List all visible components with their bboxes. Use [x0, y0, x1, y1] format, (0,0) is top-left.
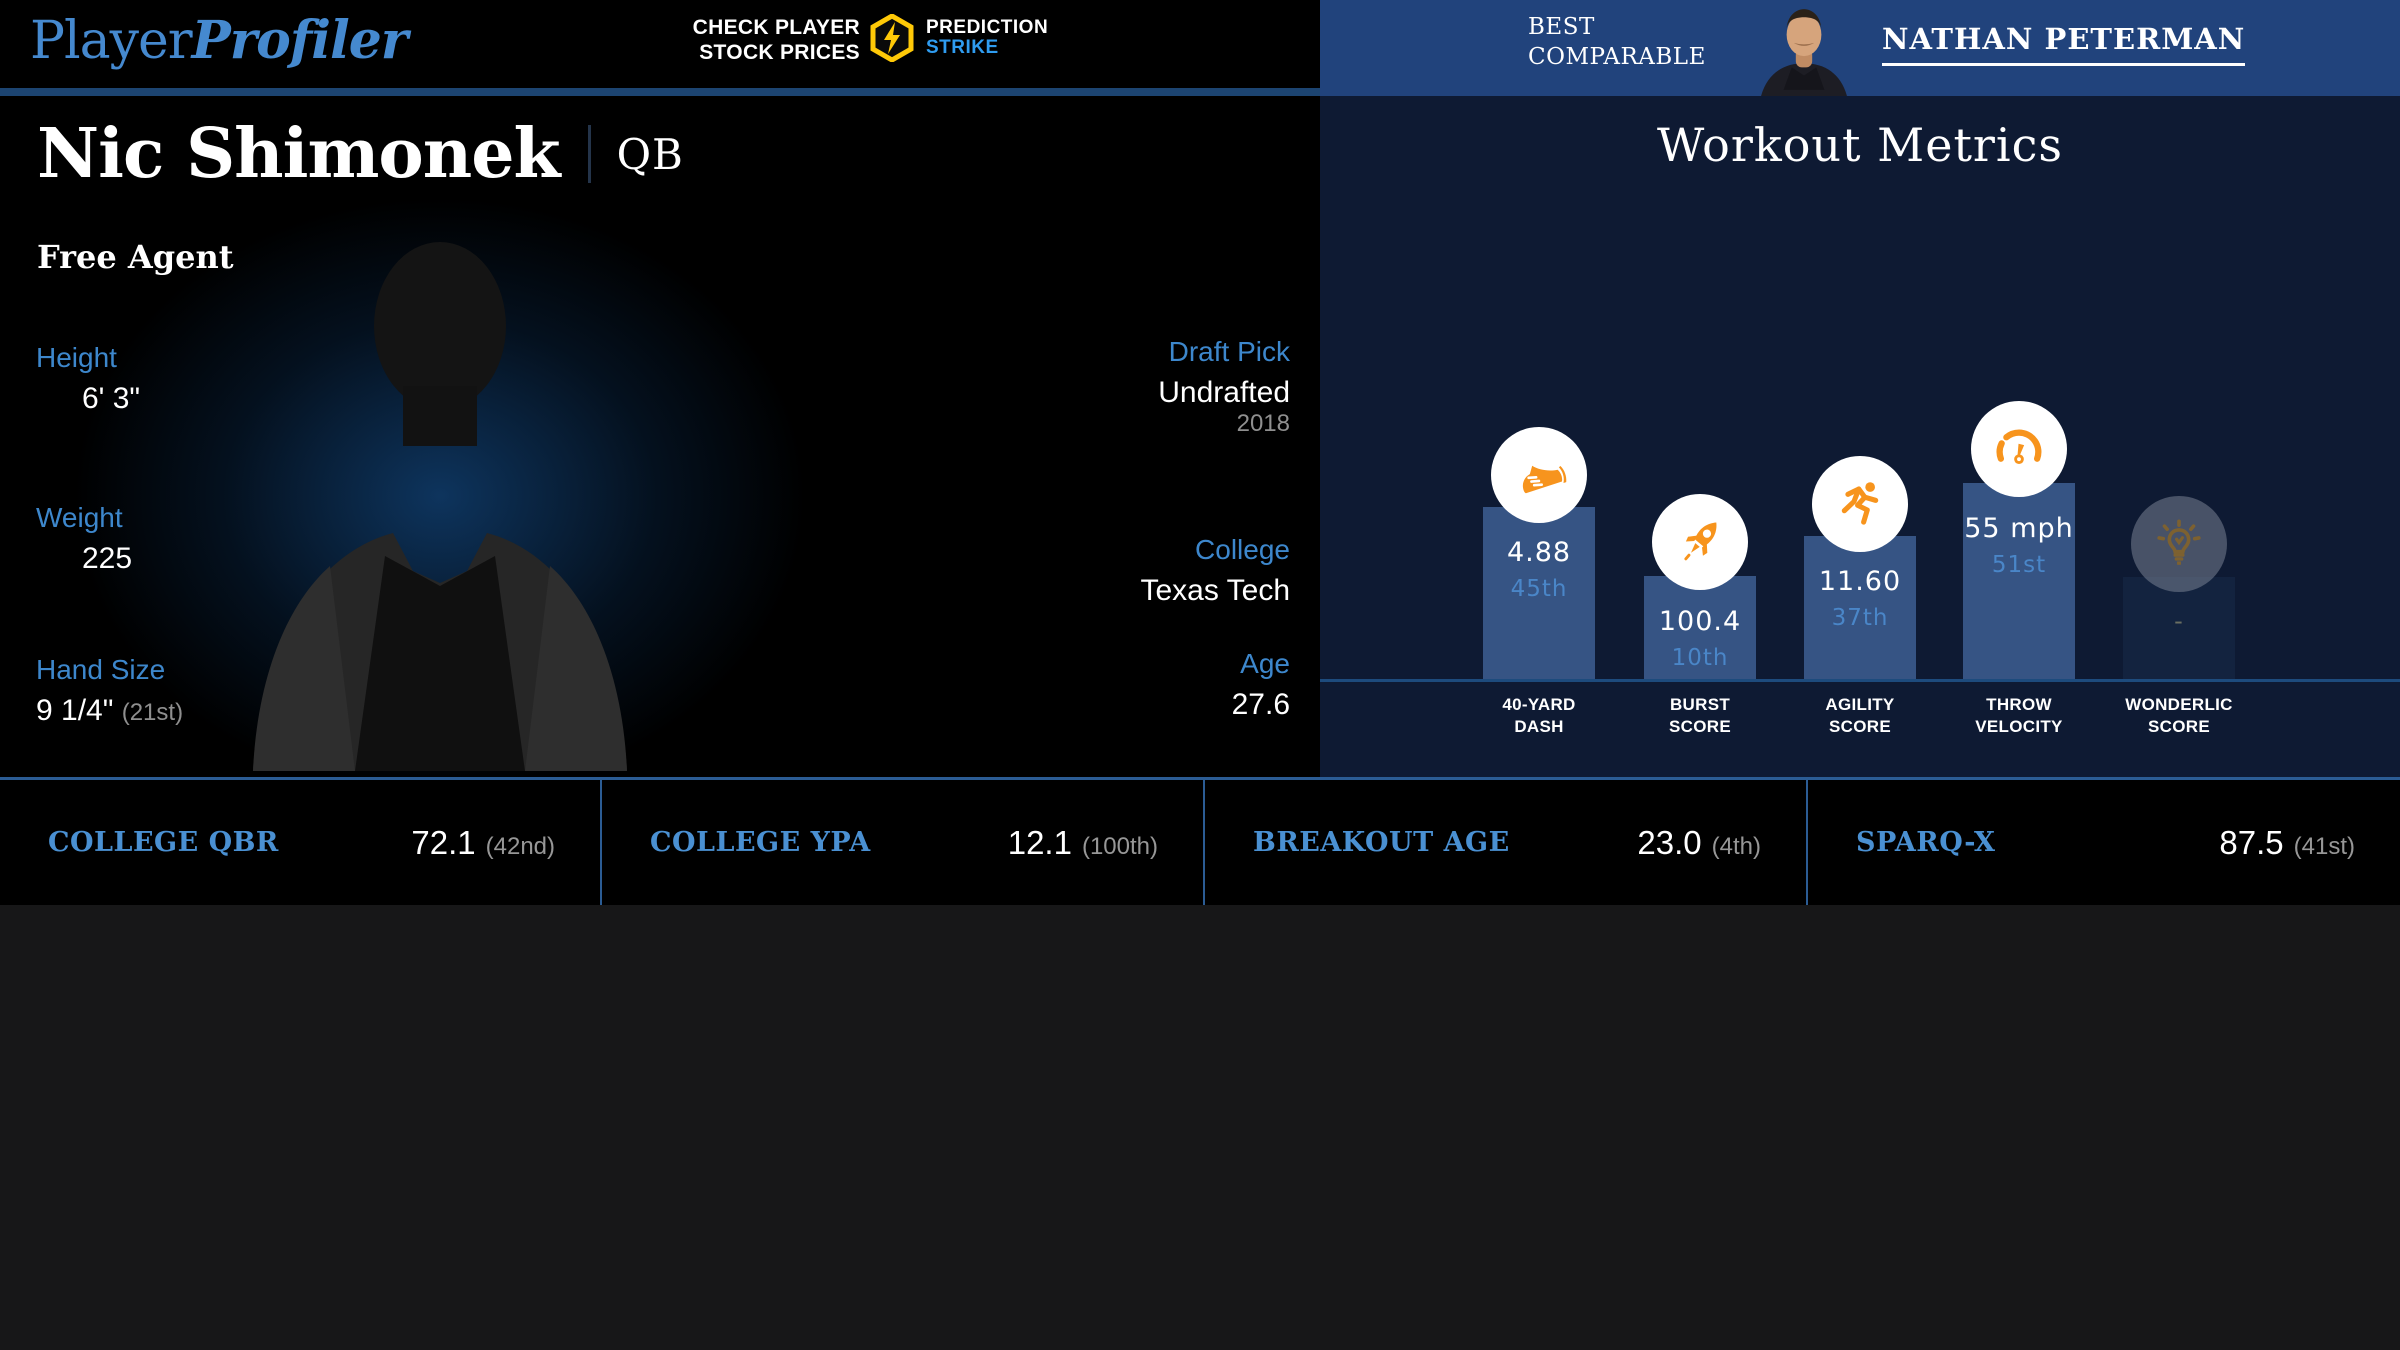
stat-label: COLLEGE YPA — [650, 827, 871, 858]
comparable-player-link[interactable]: NATHAN PETERMAN — [1882, 22, 2246, 66]
stat-label: BREAKOUT AGE — [1253, 827, 1510, 858]
player-team: Free Agent — [37, 238, 234, 276]
stat-value: Texas Tech — [1140, 574, 1290, 607]
stat-value: 27.6 — [1231, 688, 1290, 721]
player-name: Nic Shimonek — [37, 114, 561, 194]
name-position-divider — [587, 125, 591, 183]
bar-throw-velocity: 55 mph 51st — [1963, 483, 2075, 679]
bar-percentile: 51st — [1991, 552, 2047, 578]
prediction-label: PREDICTION — [926, 17, 1049, 39]
stat-label: Height — [36, 342, 117, 373]
bar-value: 4.88 — [1506, 537, 1572, 568]
bar-40-yard-dash: 4.88 45th — [1483, 507, 1595, 679]
bar-value: 11.60 — [1818, 566, 1902, 597]
stat-weight: Weight 225 — [36, 502, 132, 576]
stat-cell-breakout-age: BREAKOUT AGE 23.0 (4th) — [1203, 780, 1806, 905]
prediction-strike-logo[interactable]: PREDICTION STRIKE — [870, 14, 1048, 62]
stat-percentile: (21st) — [121, 699, 184, 726]
bar-percentile: 45th — [1510, 576, 1568, 602]
player-hero-panel: Nic Shimonek QB Free Agent Height 6' 3" … — [0, 96, 1320, 777]
runner-icon — [1812, 456, 1908, 552]
stat-value: 87.5 — [2219, 823, 2284, 861]
stat-label: Weight — [36, 502, 123, 533]
stat-percentile: (42nd) — [485, 832, 555, 860]
stat-value: 12.1 — [1007, 823, 1072, 861]
player-position: QB — [616, 129, 684, 179]
bar-percentile: 37th — [1831, 605, 1889, 631]
playerprofiler-logo[interactable]: PlayerProfiler — [30, 10, 409, 71]
best-comparable-line1: BEST — [1528, 14, 1595, 40]
metric-label-burst-score: BURST SCORE — [1669, 695, 1731, 737]
lightning-hexagon-icon — [870, 14, 914, 62]
chart-axis-line — [1320, 679, 2400, 682]
stat-value: 23.0 — [1637, 823, 1702, 861]
bar-burst-score: 100.4 10th — [1644, 576, 1756, 679]
stat-label: Draft Pick — [1168, 336, 1290, 367]
bar-wonderlic-score: - — [2123, 577, 2235, 679]
bar-value: - — [2174, 607, 2184, 635]
stat-value: Undrafted — [1158, 376, 1290, 409]
strike-label: STRIKE — [926, 37, 999, 58]
stat-height: Height 6' 3" — [36, 342, 140, 416]
player-silhouette-image — [253, 242, 627, 771]
stat-label: Hand Size — [36, 654, 166, 685]
check-stock-prices-link[interactable]: CHECK PLAYER STOCK PRICES — [560, 16, 860, 66]
stat-percentile: (100th) — [1081, 832, 1158, 860]
stat-percentile: (41st) — [2293, 832, 2355, 860]
rocket-icon — [1652, 494, 1748, 590]
best-comparable-line2: COMPARABLE — [1528, 43, 1706, 70]
stat-label: Age — [1240, 648, 1290, 679]
stat-cell-college-ypa: COLLEGE YPA 12.1 (100th) — [600, 780, 1203, 905]
metric-label-40-yard-dash: 40-YARD DASH — [1502, 695, 1576, 737]
stock-cta-line1: CHECK PLAYER — [692, 16, 860, 39]
metric-label-throw-velocity: THROW VELOCITY — [1975, 695, 2063, 737]
stat-label: COLLEGE QBR — [48, 827, 279, 858]
stat-value: 225 — [82, 542, 133, 575]
bar-percentile: 10th — [1671, 645, 1729, 671]
logo-part2: Profiler — [191, 10, 409, 71]
workout-metrics-panel: Workout Metrics 4.88 45th 40-YARD DASH 1… — [1320, 96, 2400, 777]
workout-metrics-title: Workout Metrics — [1656, 118, 2064, 172]
stat-label: SPARQ-X — [1856, 827, 1996, 858]
best-comparable-label: BEST COMPARABLE — [1528, 13, 1706, 73]
comparable-player-avatar[interactable] — [1748, 4, 1860, 96]
logo-part1: Player — [30, 11, 193, 71]
stat-value: 72.1 — [411, 823, 476, 861]
bulb-icon — [2131, 496, 2227, 592]
gauge-icon — [1971, 401, 2067, 497]
page-background — [0, 905, 2400, 1350]
stat-hand-size: Hand Size 9 1/4" (21st) — [36, 654, 183, 728]
stat-value: 9 1/4" — [36, 694, 114, 727]
stock-cta-line2: STOCK PRICES — [699, 40, 860, 64]
stat-college: College Texas Tech — [1140, 534, 1290, 608]
stat-cell-sparq-x: SPARQ-X 87.5 (41st) — [1806, 780, 2400, 905]
stat-label: College — [1195, 534, 1290, 565]
bottom-stats-bar: COLLEGE QBR 72.1 (42nd) COLLEGE YPA 12.1… — [0, 777, 2400, 905]
metric-label-wonderlic-score: WONDERLIC SCORE — [2125, 695, 2233, 737]
bar-value: 55 mph — [1964, 513, 2074, 544]
bar-agility-score: 11.60 37th — [1804, 536, 1916, 679]
stat-draft-pick: Draft Pick Undrafted 2018 — [1158, 336, 1290, 438]
stat-cell-college-qbr: COLLEGE QBR 72.1 (42nd) — [0, 780, 600, 905]
bar-value: 100.4 — [1658, 606, 1742, 637]
shoe-icon — [1491, 427, 1587, 523]
header-left: PlayerProfiler CHECK PLAYER STOCK PRICES… — [0, 0, 1320, 96]
stat-year: 2018 — [1236, 410, 1290, 437]
best-comparable-bar: BEST COMPARABLE NATHAN PETERMAN — [1320, 0, 2400, 96]
stat-percentile: (4th) — [1711, 832, 1761, 860]
stat-value: 6' 3" — [82, 382, 141, 415]
metric-label-agility-score: AGILITY SCORE — [1825, 695, 1895, 737]
stat-age: Age 27.6 — [1232, 648, 1290, 722]
